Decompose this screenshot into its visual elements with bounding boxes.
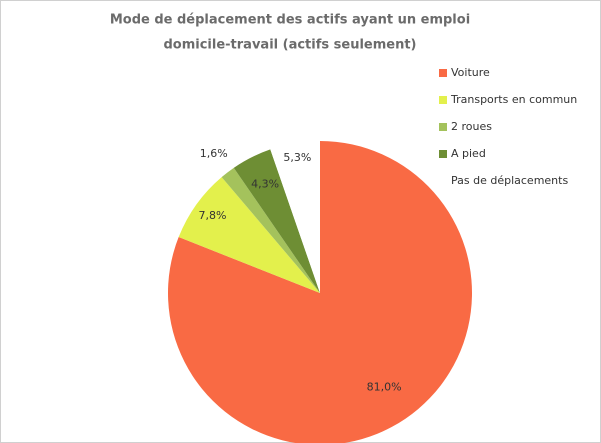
legend-marker	[439, 69, 447, 77]
data-label: 1,6%	[200, 147, 228, 160]
legend-marker	[439, 177, 447, 185]
pie-slice	[233, 149, 320, 293]
legend-label: Pas de déplacements	[451, 174, 568, 187]
chart-title: domicile-travail (actifs seulement)	[163, 38, 416, 53]
pie-slice	[221, 167, 320, 293]
legend-marker	[439, 123, 447, 131]
data-label: 5,3%	[283, 151, 311, 164]
legend-marker	[439, 96, 447, 104]
data-label: 81,0%	[367, 380, 402, 393]
legend-label: Transports en commun	[450, 93, 577, 106]
legend-marker	[439, 150, 447, 158]
legend-label: 2 roues	[451, 120, 492, 133]
pie-slice	[168, 141, 472, 443]
legend-label: A pied	[451, 147, 486, 160]
data-label: 7,8%	[199, 209, 227, 222]
chart-title: Mode de déplacement des actifs ayant un …	[110, 13, 470, 28]
legend-label: Voiture	[451, 66, 490, 79]
pie-slice	[178, 177, 320, 293]
data-label: 4,3%	[251, 177, 279, 190]
pie-slice	[270, 141, 320, 293]
